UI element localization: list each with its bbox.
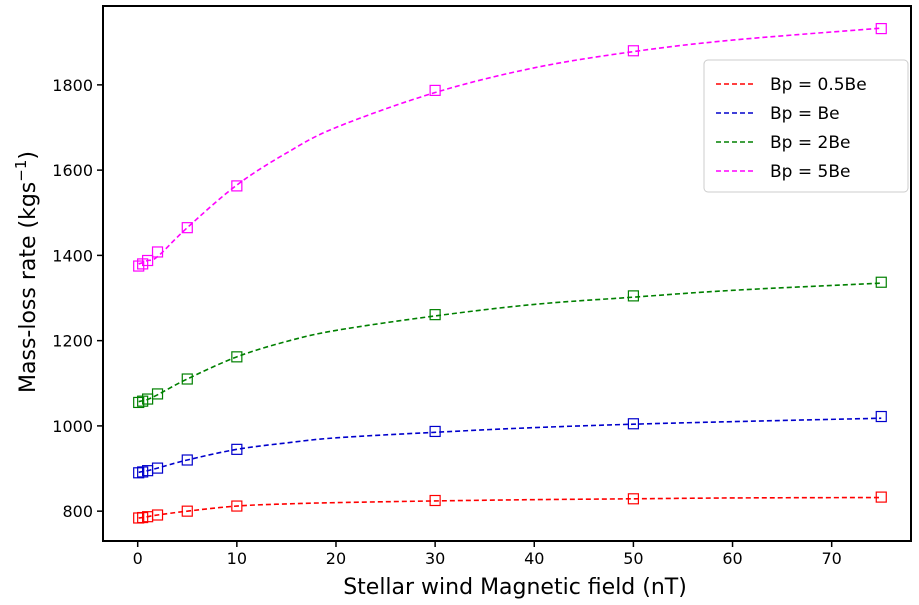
x-tick-label: 20 [326, 549, 346, 568]
x-ticks: 0 10 20 30 40 50 60 70 [133, 541, 842, 568]
data-point [429, 84, 441, 97]
data-point [627, 45, 640, 57]
data-point [875, 410, 887, 423]
data-point [429, 425, 441, 438]
series-layer [133, 22, 887, 524]
legend: Bp = 0.5Be Bp = Be Bp = 2Be Bp = 5Be [703, 59, 909, 193]
legend-box [703, 59, 909, 193]
data-point [875, 491, 887, 503]
series-2 [133, 410, 887, 479]
legend-label: Bp = 2Be [770, 133, 850, 153]
x-axis-label: Stellar wind Magnetic field (nT) [343, 575, 687, 600]
legend-label: Bp = Be [770, 104, 840, 124]
data-point [151, 388, 164, 400]
x-tick-label: 0 [133, 549, 143, 568]
series-1 [133, 491, 887, 524]
fit-line [138, 496, 882, 519]
x-tick-label: 40 [524, 549, 544, 568]
data-point [231, 351, 243, 363]
y-tick-label: 1000 [52, 417, 93, 436]
y-axis-label-main: Mass-loss rate (kgs [16, 182, 41, 393]
x-tick-label: 60 [722, 549, 742, 568]
y-tick-label: 1600 [52, 161, 93, 180]
y-axis-label-close: ) [16, 151, 41, 160]
data-point [875, 276, 887, 288]
series-4 [133, 22, 887, 272]
data-point [133, 467, 145, 479]
data-point [875, 22, 887, 35]
data-point [181, 373, 193, 385]
x-tick-label: 10 [227, 549, 247, 568]
y-tick-label: 1400 [52, 246, 93, 265]
series-3 [133, 276, 887, 409]
data-point [627, 290, 640, 302]
data-point [133, 396, 145, 409]
data-point [231, 500, 243, 512]
data-point [142, 254, 154, 267]
x-tick-label: 30 [425, 549, 445, 568]
fit-line [138, 27, 882, 265]
data-point [231, 180, 243, 192]
data-point [429, 309, 441, 321]
legend-label: Bp = 0.5Be [770, 75, 867, 95]
data-point [231, 443, 243, 455]
y-tick-label: 800 [62, 502, 93, 521]
legend-label: Bp = 5Be [770, 162, 850, 182]
y-axis-label: Mass-loss rate (kgs−1) [12, 151, 41, 393]
y-tick-label: 1800 [52, 76, 93, 95]
data-point [627, 418, 640, 430]
data-point [429, 494, 441, 507]
y-tick-label: 1200 [52, 332, 93, 351]
y-ticks: 800 1000 1200 1400 1600 1800 [52, 76, 103, 521]
data-point [151, 509, 164, 521]
data-point [151, 246, 164, 258]
data-point [627, 493, 640, 505]
data-point [151, 462, 164, 474]
data-point [181, 454, 193, 466]
axes-frame [102, 5, 912, 542]
fit-line [138, 417, 882, 474]
data-point [181, 222, 193, 234]
x-tick-label: 70 [822, 549, 842, 568]
fit-line [138, 282, 882, 403]
y-axis-label-exponent: −1 [12, 160, 30, 182]
data-point [181, 505, 193, 517]
x-tick-label: 50 [623, 549, 643, 568]
